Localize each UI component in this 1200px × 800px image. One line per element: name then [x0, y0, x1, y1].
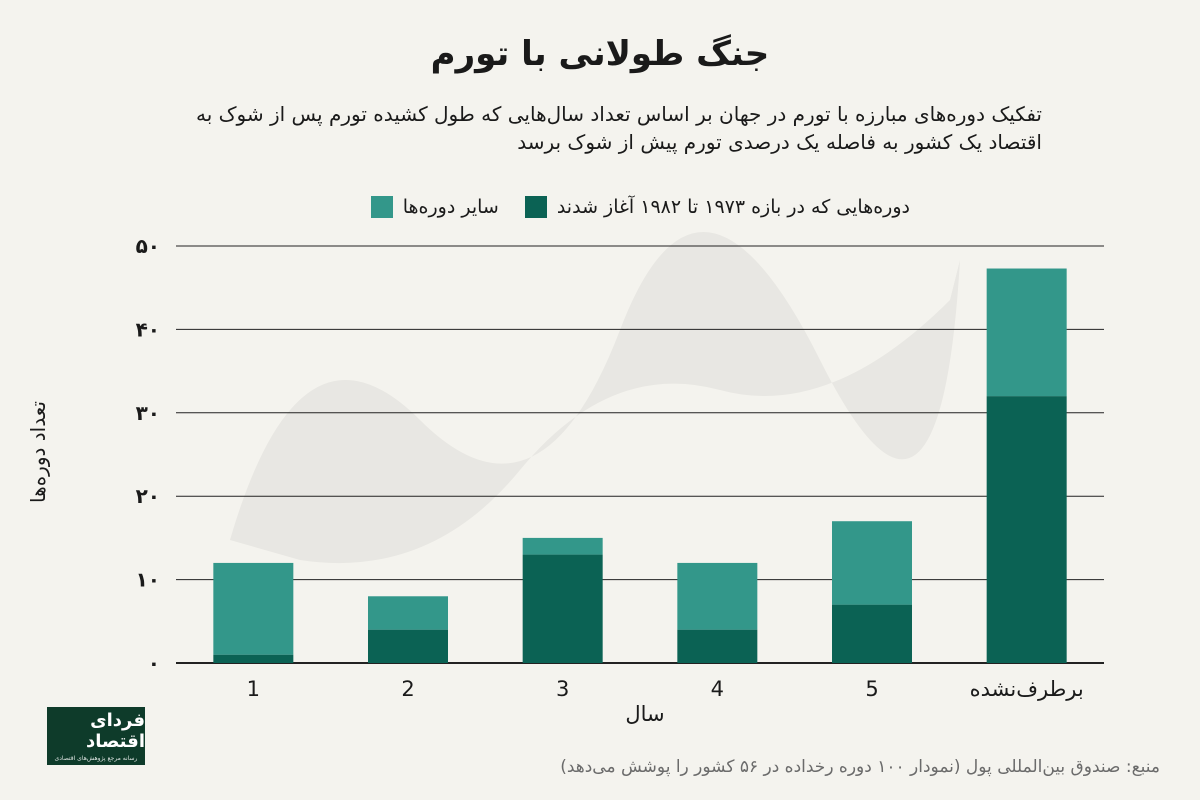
bar-segment-dark-6: [986, 396, 1067, 663]
y-tick-label: ۰: [148, 651, 160, 675]
legend-label-other: سایر دوره‌ها: [402, 196, 499, 218]
legend-item-other: سایر دوره‌ها: [370, 196, 499, 218]
y-tick-label: ۲۰: [136, 484, 160, 508]
bar-segment-light-3: [522, 537, 603, 555]
bar-segment-light-1: [213, 562, 294, 655]
bars-group: [213, 268, 1067, 663]
legend-swatch-1973-1982: [524, 196, 547, 218]
x-axis-label: سال: [625, 702, 665, 726]
x-tick-label: 4: [711, 677, 724, 701]
bar-segment-dark-4: [677, 629, 758, 663]
y-tick-label: ۱۰: [136, 568, 160, 592]
bar-segment-light-2: [368, 596, 448, 630]
source-note: منبع: صندوق بین‌المللی پول (نمودار ۱۰۰ د…: [560, 757, 1160, 777]
y-tick-label: ۵۰: [136, 234, 160, 258]
bar-segment-light-6: [986, 268, 1067, 397]
x-tick-label: 2: [401, 677, 414, 701]
x-tick-label: 3: [556, 677, 569, 701]
bar-segment-dark-2: [368, 629, 448, 663]
chart-title: جنگ طولانی با تورم: [430, 34, 770, 74]
bar-segment-dark-1: [213, 654, 294, 663]
x-tick-label: 1: [247, 677, 260, 701]
logo-subtext: رسانه مرجع پژوهش‌های اقتصادی: [54, 755, 138, 762]
brand-logo: فردای اقتصاد رسانه مرجع پژوهش‌های اقتصاد…: [47, 707, 145, 765]
bar-segment-light-4: [677, 562, 758, 630]
y-axis-label: تعداد دوره‌ها: [26, 401, 50, 503]
legend-item-1973-1982: دوره‌هایی که در بازه ۱۹۷۳ تا ۱۹۸۲ آغاز ش…: [524, 196, 910, 218]
y-tick-label: ۳۰: [136, 401, 160, 425]
legend-label-1973-1982: دوره‌هایی که در بازه ۱۹۷۳ تا ۱۹۸۲ آغاز ش…: [556, 196, 910, 218]
logo-text: فردای اقتصاد: [85, 710, 145, 752]
chart-subtitle: تفکیک دوره‌های مبارزه با تورم در جهان بر…: [195, 102, 1042, 154]
y-tick-label: ۴۰: [136, 317, 160, 341]
grid-lines: [176, 245, 1104, 664]
y-axis-ticks: ۰ ۱۰ ۲۰ ۳۰ ۴۰ ۵۰: [136, 234, 160, 675]
bar-segment-light-5: [832, 521, 912, 605]
bar-segment-dark-5: [832, 604, 912, 663]
x-tick-label: برطرف‌نشده: [970, 677, 1084, 701]
x-tick-label: 5: [865, 677, 878, 701]
watermark-logo: [230, 232, 960, 564]
bar-segment-dark-3: [522, 554, 603, 663]
x-axis-ticks: 1 2 3 4 5 برطرف‌نشده: [247, 677, 1084, 701]
legend-swatch-other: [370, 196, 393, 218]
legend: سایر دوره‌ها دوره‌هایی که در بازه ۱۹۷۳ ت…: [370, 196, 910, 218]
